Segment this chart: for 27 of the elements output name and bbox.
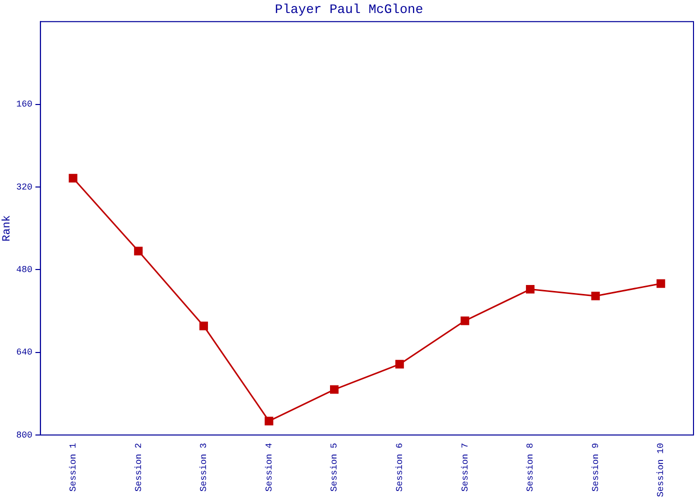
x-tick-label: Session 5 <box>330 442 340 492</box>
x-tick-label: Session 6 <box>394 442 405 492</box>
y-tick-label: 800 <box>16 430 32 440</box>
point <box>264 416 274 426</box>
x-tick-label: Session 1 <box>68 442 78 492</box>
y-tick-label: 160 <box>16 100 32 110</box>
point <box>330 385 339 394</box>
x-tick-label: Session 9 <box>590 442 601 492</box>
point <box>199 322 208 330</box>
y-axis-title: Rank <box>2 214 14 242</box>
point <box>395 360 404 368</box>
x-tick-label: Session 2 <box>134 442 144 492</box>
y-tick-label: 640 <box>16 348 32 358</box>
y-tick-label: 320 <box>16 182 32 192</box>
x-tick-label: Session 3 <box>199 442 210 492</box>
chart-title: Player Paul McGlone <box>274 2 424 18</box>
point <box>591 292 600 300</box>
point <box>526 284 535 294</box>
point <box>68 174 78 182</box>
point <box>460 316 470 326</box>
x-tick-label: Session 7 <box>460 442 470 492</box>
y-tick-label: 480 <box>16 265 32 276</box>
point <box>134 246 143 256</box>
x-tick-label: Session 4 <box>264 442 274 492</box>
x-tick-label: Session 8 <box>526 442 536 492</box>
point <box>656 279 666 288</box>
x-tick-label: Session 10 <box>656 442 666 498</box>
